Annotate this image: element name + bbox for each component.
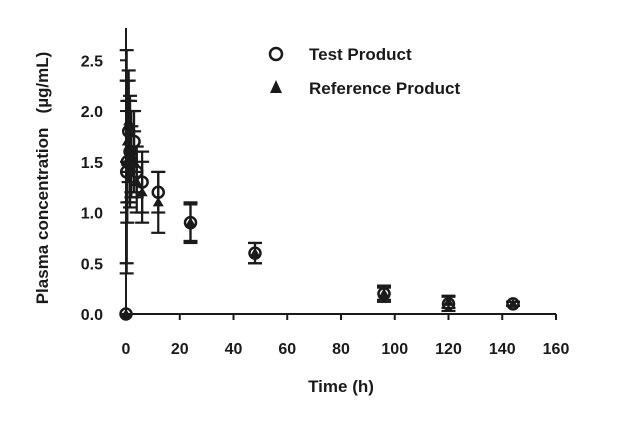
x-tick-label: 160 <box>543 341 570 358</box>
x-tick-label: 20 <box>171 341 189 358</box>
x-tick-label: 40 <box>225 341 243 358</box>
data-point-triangle <box>136 186 148 197</box>
legend-label-reference-product: Reference Product <box>309 79 460 98</box>
y-tick-label: 0.5 <box>81 256 103 273</box>
x-ticks: 0 20 40 60 80 100 120 140 160 <box>122 314 570 358</box>
data-point-triangle <box>152 196 164 207</box>
legend-marker-open-circle <box>268 46 284 62</box>
data-point-triangle <box>131 176 143 187</box>
x-tick-label: 60 <box>278 341 296 358</box>
x-axis-title: Time (h) <box>308 377 374 396</box>
data-point-circle <box>119 307 133 321</box>
y-tick-label: 2.0 <box>81 104 103 121</box>
data-point-triangle <box>185 217 196 227</box>
plot-area <box>119 49 520 321</box>
data-point-triangle <box>378 288 390 298</box>
y-axis-title: Plasma concentration (µg/mL) <box>33 52 52 305</box>
y-tick-label: 1.5 <box>81 155 103 172</box>
series-reference-product <box>119 49 520 319</box>
data-point-triangle <box>507 298 519 308</box>
data-point-triangle <box>123 115 135 126</box>
y-tick-label: 0.0 <box>81 307 103 324</box>
y-ticks: 0.0 0.5 1.0 1.5 2.0 2.5 <box>81 53 126 324</box>
legend-label-test-product: Test Product <box>309 45 412 64</box>
axes: 0 20 40 60 80 100 120 140 160 0.0 0.5 1.0 1.5 2.0 2.5 <box>81 28 570 358</box>
data-point-triangle <box>443 296 454 306</box>
x-tick-label: 100 <box>381 341 408 358</box>
x-tick-label: 140 <box>489 341 516 358</box>
legend-item-reference-product: Reference Product <box>270 79 460 98</box>
data-point-triangle <box>120 308 132 319</box>
data-point-circle <box>506 297 520 311</box>
y-tick-label: 1.0 <box>81 206 103 223</box>
data-point-triangle <box>249 247 261 258</box>
y-tick-label: 2.5 <box>81 53 103 70</box>
series-test-product <box>119 79 520 321</box>
legend: Test Product Reference Product <box>268 45 460 98</box>
x-tick-label: 120 <box>435 341 462 358</box>
legend-item-test-product: Test Product <box>268 45 412 64</box>
legend-marker-filled-triangle <box>270 80 282 93</box>
x-tick-label: 80 <box>332 341 350 358</box>
x-tick-label: 0 <box>122 341 131 358</box>
